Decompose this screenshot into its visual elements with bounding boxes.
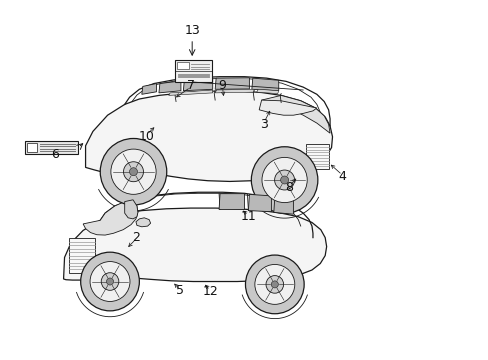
Circle shape	[111, 149, 156, 194]
Bar	[175, 60, 211, 82]
Bar	[25, 141, 78, 154]
Circle shape	[265, 276, 283, 293]
Polygon shape	[168, 90, 212, 95]
Polygon shape	[248, 194, 271, 212]
Polygon shape	[85, 91, 332, 181]
Polygon shape	[183, 78, 212, 91]
Polygon shape	[142, 84, 156, 94]
Bar	[177, 63, 189, 69]
Polygon shape	[63, 208, 326, 282]
Circle shape	[101, 273, 119, 290]
Text: 12: 12	[202, 285, 218, 298]
Polygon shape	[215, 89, 254, 93]
Circle shape	[81, 252, 139, 311]
Polygon shape	[261, 95, 329, 133]
Text: 4: 4	[338, 170, 346, 183]
Circle shape	[262, 157, 306, 203]
Circle shape	[274, 170, 294, 190]
Text: 5: 5	[176, 284, 183, 297]
Circle shape	[129, 168, 137, 176]
Circle shape	[280, 176, 288, 184]
Bar	[27, 143, 37, 152]
Text: 10: 10	[139, 130, 154, 143]
Circle shape	[271, 281, 278, 288]
Circle shape	[254, 265, 294, 304]
Polygon shape	[219, 194, 244, 210]
Circle shape	[251, 147, 317, 213]
Bar	[69, 238, 95, 273]
Text: 11: 11	[240, 210, 256, 223]
Circle shape	[123, 162, 143, 182]
Circle shape	[106, 278, 113, 285]
Polygon shape	[273, 197, 293, 214]
Polygon shape	[159, 81, 181, 93]
Polygon shape	[256, 89, 278, 94]
Polygon shape	[124, 200, 138, 219]
Circle shape	[245, 255, 304, 314]
Polygon shape	[251, 78, 278, 91]
Polygon shape	[136, 218, 150, 227]
Polygon shape	[259, 100, 316, 115]
Text: 6: 6	[51, 148, 59, 161]
Text: 8: 8	[285, 181, 293, 194]
Polygon shape	[215, 78, 249, 89]
Polygon shape	[83, 200, 138, 235]
Text: 2: 2	[132, 231, 140, 244]
Text: 7: 7	[186, 79, 194, 92]
Text: 13: 13	[184, 24, 200, 37]
Circle shape	[90, 262, 130, 301]
Bar	[305, 144, 328, 169]
Circle shape	[100, 139, 166, 205]
Text: 9: 9	[218, 79, 226, 92]
Text: 3: 3	[260, 118, 267, 131]
